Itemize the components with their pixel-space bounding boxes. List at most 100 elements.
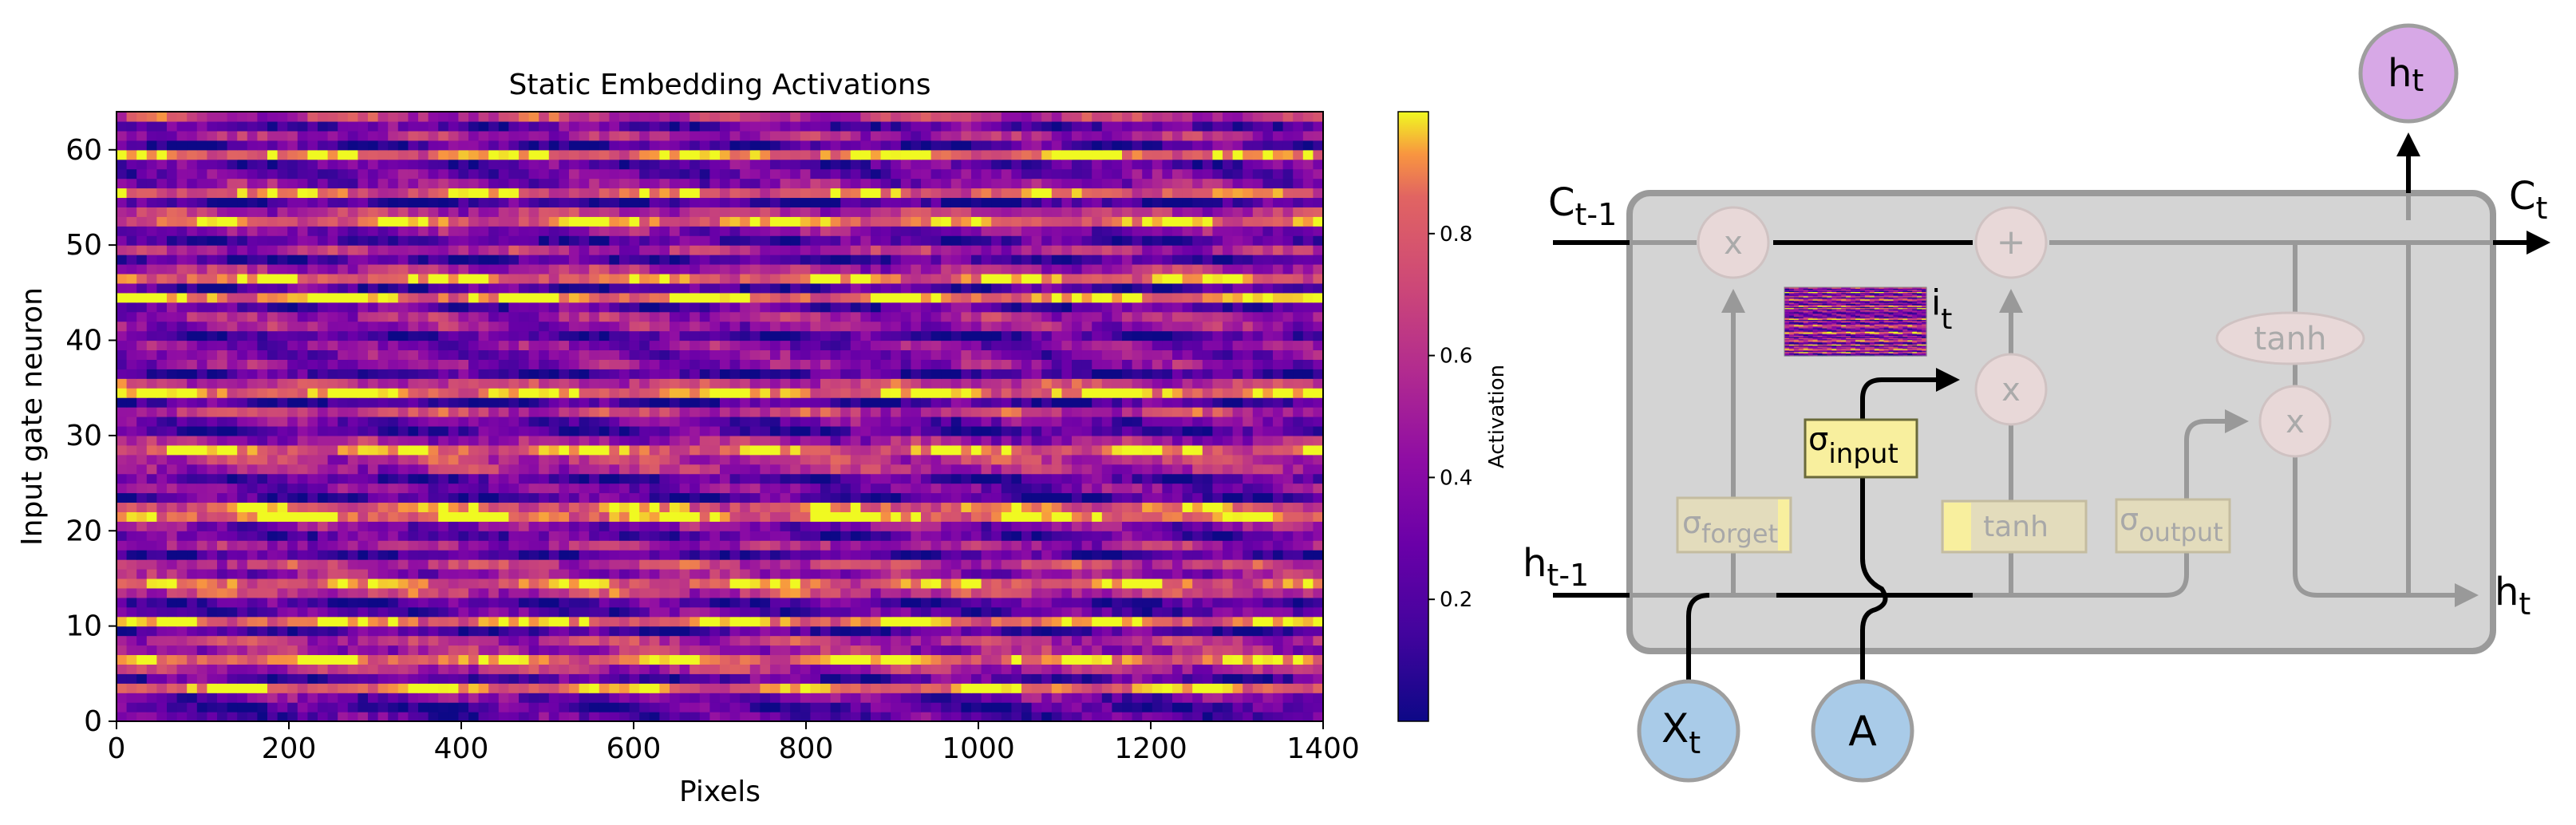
heatmap-cell: [659, 569, 670, 579]
heatmap-cell: [760, 425, 771, 436]
heatmap-cell: [498, 597, 509, 608]
heatmap-cell: [689, 492, 701, 503]
heatmap-cell: [1282, 502, 1294, 512]
heatmap-cell: [820, 473, 832, 484]
heatmap-cell: [950, 511, 962, 522]
heatmap-cell: [146, 664, 157, 674]
heatmap-cell: [720, 425, 731, 436]
heatmap-cell: [1252, 664, 1263, 674]
heatmap-cell: [1172, 616, 1183, 627]
heatmap-cell: [830, 606, 841, 618]
heatmap-cell: [237, 702, 248, 712]
heatmap-cell: [900, 635, 911, 646]
heatmap-cell: [770, 407, 781, 417]
heatmap-cell: [760, 559, 771, 570]
heatmap-cell: [871, 473, 882, 484]
heatmap-cell: [156, 416, 168, 427]
heatmap-cell: [196, 483, 207, 494]
heatmap-cell: [156, 435, 168, 446]
heatmap-cell: [1072, 635, 1083, 646]
heatmap-cell: [729, 444, 741, 456]
heatmap-cell: [699, 359, 710, 369]
heatmap-cell: [146, 378, 157, 389]
heatmap-cell: [619, 378, 630, 389]
heatmap-cell: [388, 378, 399, 389]
heatmap-cell: [639, 492, 650, 503]
heatmap-cell: [800, 654, 811, 665]
heatmap-cell: [388, 397, 399, 408]
heatmap-cell: [388, 369, 399, 379]
heatmap-cell: [146, 416, 157, 427]
heatmap-cell: [820, 597, 832, 608]
heatmap-cell: [1243, 407, 1254, 417]
heatmap-cell: [971, 712, 982, 722]
heatmap-cell: [488, 369, 500, 379]
heatmap-cell: [720, 388, 731, 398]
heatmap-cell: [418, 359, 429, 369]
heatmap-cell: [720, 683, 731, 693]
heatmap-cell: [408, 550, 419, 560]
heatmap-cell: [1041, 645, 1053, 656]
heatmap-cell: [408, 407, 419, 417]
heatmap-cell: [227, 606, 238, 618]
heatmap-cell: [1202, 407, 1213, 417]
heatmap-cell: [1313, 673, 1324, 684]
heatmap-cell: [1041, 635, 1053, 646]
heatmap-cell: [559, 540, 570, 551]
heatmap-cell: [187, 569, 198, 579]
heatmap-cell: [187, 578, 198, 589]
heatmap-cell: [1051, 464, 1062, 475]
heatmap-cell: [891, 444, 902, 456]
heatmap-cell: [941, 425, 952, 436]
heatmap-cell: [830, 540, 841, 551]
heatmap-cell: [971, 626, 982, 637]
heatmap-cell: [1302, 587, 1314, 598]
heatmap-cell: [699, 369, 710, 379]
heatmap-cell: [338, 359, 349, 369]
heatmap-cell: [1302, 378, 1314, 389]
heatmap-cell: [1051, 587, 1062, 598]
heatmap-cell: [1072, 654, 1083, 665]
heatmap-cell: [207, 349, 218, 360]
heatmap-cell: [448, 397, 459, 408]
heatmap-cell: [1142, 550, 1153, 560]
heatmap-cell: [629, 559, 640, 570]
heatmap-cell: [629, 635, 640, 646]
heatmap-cell: [709, 540, 721, 551]
heatmap-cell: [257, 606, 268, 618]
heatmap-cell: [267, 330, 279, 341]
heatmap-cell: [689, 645, 701, 656]
heatmap-cell: [659, 587, 670, 598]
heatmap-cell: [679, 454, 690, 465]
heatmap-cell: [1313, 635, 1324, 646]
heatmap-cell: [1001, 559, 1012, 570]
heatmap-cell: [1092, 531, 1103, 541]
heatmap-cell: [117, 664, 128, 674]
heatmap-cell: [1061, 416, 1073, 427]
heatmap-cell: [729, 521, 741, 531]
heatmap-cell: [187, 444, 198, 456]
heatmap-cell: [1282, 606, 1294, 618]
heatmap-cell: [1302, 645, 1314, 656]
heatmap-cell: [1302, 359, 1314, 369]
heatmap-cell: [599, 340, 610, 351]
heatmap-cell: [196, 378, 207, 389]
heatmap-cell: [1031, 378, 1042, 389]
heatmap-cell: [961, 330, 972, 341]
heatmap-cell: [649, 521, 660, 531]
heatmap-cell: [187, 550, 198, 560]
heatmap-cell: [1282, 693, 1294, 703]
heatmap-cell: [820, 673, 832, 684]
heatmap-cell: [1122, 473, 1133, 484]
heatmap-cell: [639, 521, 650, 531]
heatmap-cell: [1081, 388, 1092, 398]
heatmap-cell: [1092, 349, 1103, 360]
heatmap-cell: [780, 340, 791, 351]
heatmap-cell: [267, 606, 279, 618]
heatmap-cell: [519, 654, 530, 665]
heatmap-cell: [659, 597, 670, 608]
heatmap-cell: [930, 683, 942, 693]
heatmap-cell: [749, 645, 761, 656]
heatmap-cell: [287, 712, 298, 722]
heatmap-cell: [1152, 359, 1163, 369]
